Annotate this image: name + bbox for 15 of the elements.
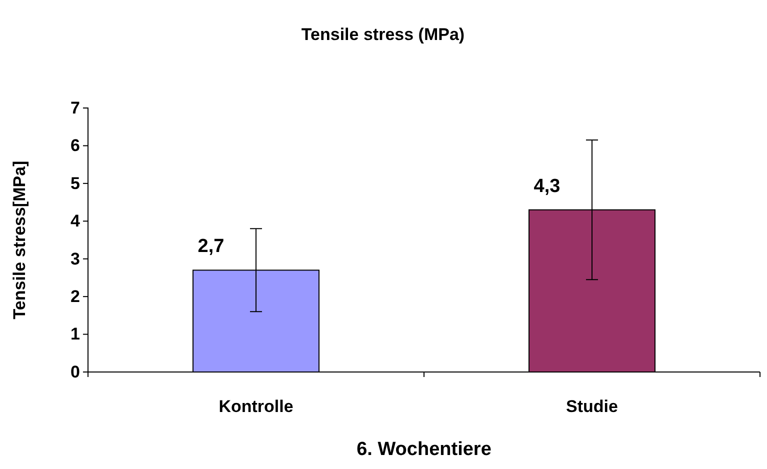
y-tick-label: 1 bbox=[70, 324, 80, 344]
y-tick-label: 0 bbox=[70, 362, 80, 382]
chart-title: Tensile stress (MPa) bbox=[301, 25, 465, 44]
x-tick-label: Studie bbox=[566, 397, 618, 416]
y-tick-label: 4 bbox=[70, 212, 81, 231]
y-tick-label: 7 bbox=[70, 98, 80, 118]
y-tick-label: 5 bbox=[70, 174, 80, 193]
data-label: 2,7 bbox=[198, 236, 224, 258]
y-tick-label: 2 bbox=[70, 287, 80, 306]
x-axis-title: 6. Wochentiere bbox=[356, 439, 492, 460]
data-label: 4,3 bbox=[534, 176, 560, 197]
y-tick-label: 3 bbox=[70, 249, 80, 268]
y-axis-title: Tensile stress[MPa] bbox=[10, 160, 29, 320]
y-tick-label: 6 bbox=[70, 136, 80, 156]
x-tick-label: Kontrolle bbox=[218, 397, 294, 416]
